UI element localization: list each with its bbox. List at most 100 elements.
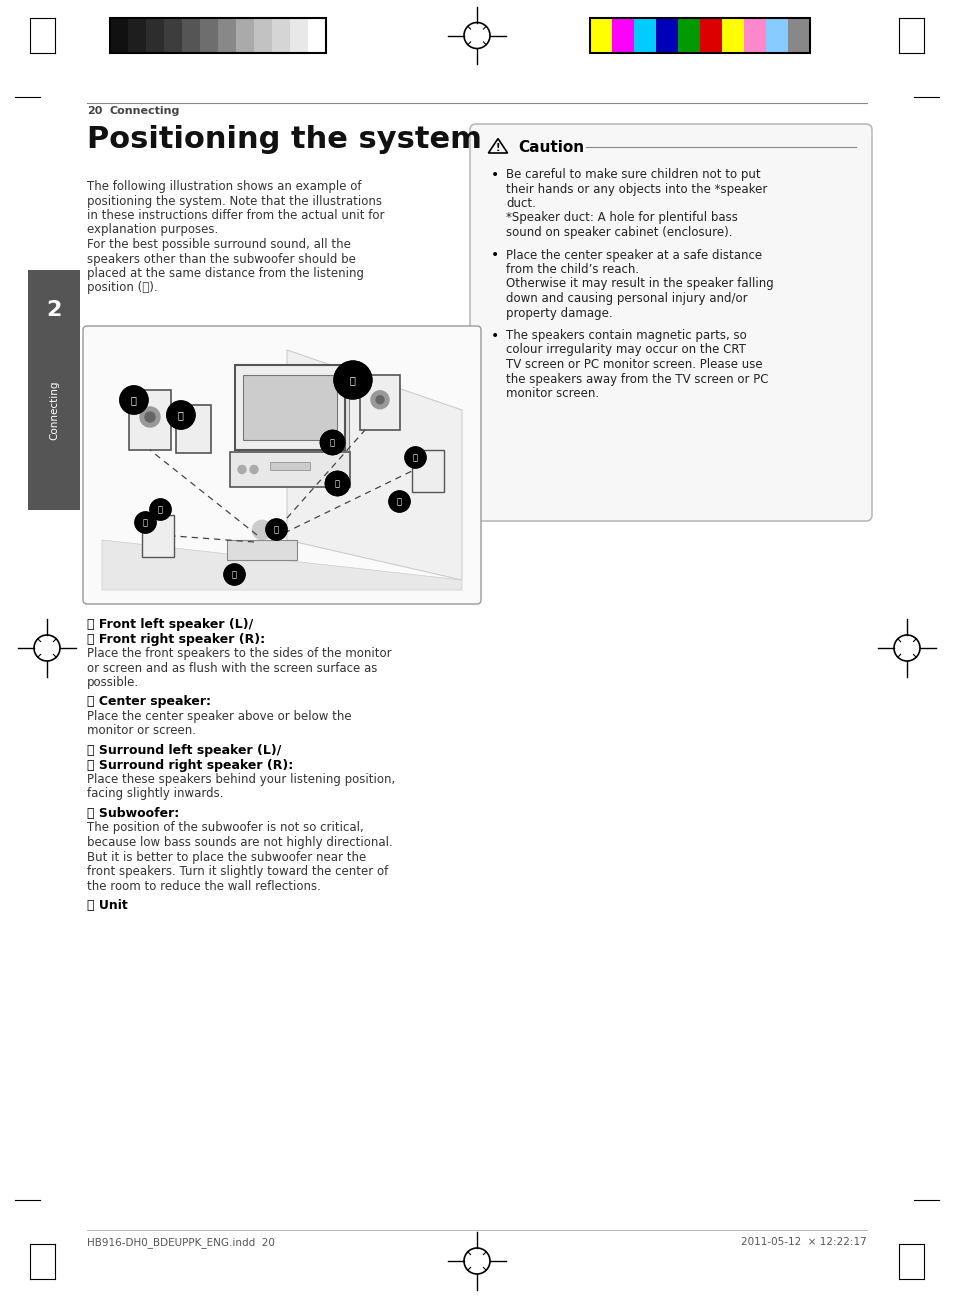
Bar <box>656 18 678 53</box>
Bar <box>765 18 787 53</box>
Text: Ⓖ: Ⓖ <box>335 479 339 488</box>
Circle shape <box>252 520 272 540</box>
Text: Ⓐ: Ⓐ <box>274 525 278 534</box>
Text: Ⓐ: Ⓐ <box>232 569 236 578</box>
Circle shape <box>371 390 389 409</box>
Text: Be careful to make sure children not to put: Be careful to make sure children not to … <box>505 169 760 182</box>
Text: the room to reduce the wall reflections.: the room to reduce the wall reflections. <box>87 879 320 892</box>
Bar <box>110 18 128 53</box>
Text: Place the center speaker at a safe distance: Place the center speaker at a safe dista… <box>505 249 761 262</box>
Text: Ⓐ: Ⓐ <box>274 525 278 534</box>
Bar <box>678 18 700 53</box>
Polygon shape <box>102 540 461 590</box>
Text: explanation purposes.: explanation purposes. <box>87 223 218 236</box>
Text: Ⓒ: Ⓒ <box>330 438 335 447</box>
Text: Otherwise it may result in the speaker falling: Otherwise it may result in the speaker f… <box>505 278 773 291</box>
Text: Ⓑ: Ⓑ <box>350 375 355 385</box>
Text: But it is better to place the subwoofer near the: But it is better to place the subwoofer … <box>87 851 366 864</box>
Text: Ⓕ: Ⓕ <box>178 410 184 420</box>
Text: !: ! <box>496 143 499 153</box>
Text: Ⓐ: Ⓐ <box>396 497 401 506</box>
Bar <box>227 540 296 560</box>
Text: Place the center speaker above or below the: Place the center speaker above or below … <box>87 709 352 722</box>
Text: For the best possible surround sound, all the: For the best possible surround sound, al… <box>87 239 351 252</box>
Text: HB916-DH0_BDEUPPK_ENG.indd  20: HB916-DH0_BDEUPPK_ENG.indd 20 <box>87 1237 274 1248</box>
Text: monitor or screen.: monitor or screen. <box>87 725 195 738</box>
Text: Ⓐ Front left speaker (L)/: Ⓐ Front left speaker (L)/ <box>87 617 253 632</box>
Text: in these instructions differ from the actual unit for: in these instructions differ from the ac… <box>87 209 384 222</box>
Bar <box>290 18 308 53</box>
Text: Place these speakers behind your listening position,: Place these speakers behind your listeni… <box>87 773 395 786</box>
Text: Ⓕ: Ⓕ <box>178 410 184 420</box>
Text: possible.: possible. <box>87 676 139 689</box>
Bar <box>164 18 182 53</box>
Text: 2011-05-12  × 12:22:17: 2011-05-12 × 12:22:17 <box>740 1237 866 1246</box>
Text: Positioning the system: Positioning the system <box>87 125 481 154</box>
Text: Ⓖ: Ⓖ <box>335 479 339 488</box>
Text: •: • <box>491 169 498 182</box>
Circle shape <box>250 466 257 473</box>
Bar <box>270 462 310 470</box>
Text: •: • <box>491 329 498 342</box>
Text: Ⓓ Surround left speaker (L)/: Ⓓ Surround left speaker (L)/ <box>87 744 281 757</box>
Text: the speakers away from the TV screen or PC: the speakers away from the TV screen or … <box>505 372 768 385</box>
Text: Ⓔ: Ⓔ <box>413 453 417 462</box>
Bar <box>589 18 809 53</box>
Text: Ⓖ Unit: Ⓖ Unit <box>87 899 128 912</box>
Text: Ⓓ: Ⓓ <box>143 518 148 527</box>
Circle shape <box>140 407 160 427</box>
Bar <box>253 18 272 53</box>
Circle shape <box>375 396 384 403</box>
Bar <box>146 18 164 53</box>
Text: from the child’s reach.: from the child’s reach. <box>505 263 639 276</box>
Bar <box>200 18 218 53</box>
Bar <box>235 18 253 53</box>
Bar <box>142 515 173 556</box>
Polygon shape <box>287 350 461 580</box>
Circle shape <box>237 466 246 473</box>
Text: 2: 2 <box>47 300 62 320</box>
Bar <box>589 18 612 53</box>
Bar <box>412 450 443 492</box>
FancyBboxPatch shape <box>83 326 480 604</box>
Text: their hands or any objects into the *speaker: their hands or any objects into the *spe… <box>505 183 766 196</box>
Text: Ⓓ: Ⓓ <box>143 518 148 527</box>
Text: Ⓐ: Ⓐ <box>131 396 136 405</box>
Bar <box>700 18 721 53</box>
Bar <box>743 18 765 53</box>
Text: Ⓔ: Ⓔ <box>413 453 417 462</box>
Text: Ⓒ Center speaker:: Ⓒ Center speaker: <box>87 695 211 708</box>
Bar <box>721 18 743 53</box>
Text: 20: 20 <box>87 106 102 115</box>
Text: property damage.: property damage. <box>505 306 612 319</box>
Text: duct.: duct. <box>505 197 536 210</box>
Text: monitor screen.: monitor screen. <box>505 387 598 399</box>
Text: facing slightly inwards.: facing slightly inwards. <box>87 787 223 800</box>
Bar <box>634 18 656 53</box>
Text: The speakers contain magnetic parts, so: The speakers contain magnetic parts, so <box>505 329 746 342</box>
Text: Ⓑ Front right speaker (R):: Ⓑ Front right speaker (R): <box>87 633 265 646</box>
Text: Ⓑ: Ⓑ <box>350 375 355 385</box>
Circle shape <box>145 412 154 422</box>
Bar <box>110 18 326 53</box>
Bar <box>175 405 211 453</box>
Text: positioning the system. Note that the illustrations: positioning the system. Note that the il… <box>87 195 381 208</box>
Bar <box>239 370 349 454</box>
Bar <box>243 375 336 440</box>
Text: The following illustration shows an example of: The following illustration shows an exam… <box>87 180 361 193</box>
Text: speakers other than the subwoofer should be: speakers other than the subwoofer should… <box>87 253 355 266</box>
Text: position (Ⓐ).: position (Ⓐ). <box>87 281 157 294</box>
Bar <box>28 270 80 510</box>
Text: TV screen or PC monitor screen. Please use: TV screen or PC monitor screen. Please u… <box>505 358 761 371</box>
Text: front speakers. Turn it slightly toward the center of: front speakers. Turn it slightly toward … <box>87 865 388 878</box>
Bar <box>272 18 290 53</box>
Bar <box>787 18 809 53</box>
Text: or screen and as flush with the screen surface as: or screen and as flush with the screen s… <box>87 661 377 674</box>
Text: Ⓐ: Ⓐ <box>158 505 163 514</box>
Text: Caution: Caution <box>517 140 583 156</box>
Text: because low bass sounds are not highly directional.: because low bass sounds are not highly d… <box>87 837 393 850</box>
Bar <box>129 390 171 450</box>
Text: Connecting: Connecting <box>110 106 180 115</box>
Text: •: • <box>491 249 498 262</box>
Bar <box>234 364 345 450</box>
